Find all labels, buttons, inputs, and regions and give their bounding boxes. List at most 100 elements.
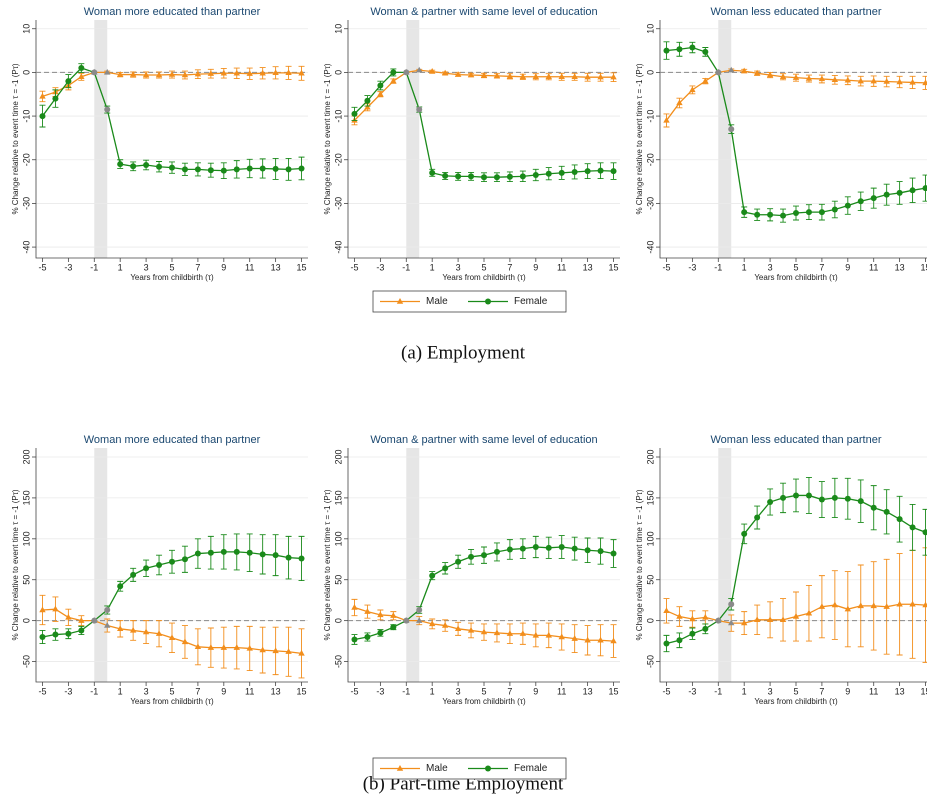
marker — [298, 69, 305, 76]
y-axis-label: % Change relative to event time τ = -1 (… — [635, 63, 644, 214]
marker — [39, 634, 46, 640]
marker — [715, 617, 722, 624]
marker — [194, 643, 202, 650]
x-tick-label: 1 — [742, 262, 747, 272]
marker — [428, 620, 436, 627]
y-tick-label: 150 — [21, 490, 31, 505]
marker — [740, 619, 748, 626]
shaded-span — [406, 20, 420, 258]
marker — [676, 637, 683, 644]
marker — [351, 636, 358, 643]
marker — [610, 168, 617, 175]
panel: Woman & partner with same level of educa… — [323, 434, 620, 706]
marker — [506, 546, 513, 553]
marker — [780, 212, 787, 219]
x-tick-label: 9 — [845, 686, 850, 696]
marker — [117, 161, 124, 168]
y-tick-label: 50 — [333, 575, 343, 585]
y-tick-label: -30 — [333, 197, 343, 210]
marker — [909, 78, 916, 85]
marker — [922, 601, 927, 608]
marker — [584, 636, 591, 643]
panel-title: Woman less educated than partner — [710, 6, 881, 18]
marker — [416, 66, 423, 73]
marker — [610, 73, 617, 80]
marker — [767, 499, 774, 505]
marker — [129, 626, 137, 633]
marker — [91, 617, 98, 624]
x-tick-label: 11 — [869, 262, 878, 272]
marker — [117, 583, 124, 590]
marker — [220, 167, 227, 174]
marker — [702, 625, 709, 632]
series-line — [354, 71, 614, 178]
marker — [65, 630, 72, 637]
marker — [676, 99, 683, 106]
legend-label: Male — [426, 296, 448, 307]
marker — [870, 195, 877, 202]
x-tick-label: 7 — [195, 262, 200, 272]
x-tick-label: 3 — [768, 262, 773, 272]
x-tick-label: 7 — [819, 686, 824, 696]
shaded-span — [94, 448, 108, 682]
marker — [467, 71, 475, 78]
marker — [246, 549, 253, 556]
marker — [455, 173, 462, 180]
marker — [909, 600, 916, 607]
x-tick-label: 11 — [557, 686, 566, 696]
marker — [285, 648, 292, 654]
x-tick-label: 13 — [583, 262, 593, 272]
marker — [155, 630, 163, 636]
marker — [441, 69, 449, 76]
x-tick-label: 5 — [169, 686, 174, 696]
marker — [207, 167, 214, 174]
x-tick-label: 13 — [583, 686, 593, 696]
marker — [403, 69, 410, 76]
marker — [689, 44, 696, 51]
marker — [181, 166, 188, 173]
marker — [831, 601, 839, 608]
marker — [532, 544, 539, 550]
caption: (a) Employment — [401, 342, 526, 363]
x-tick-label: 3 — [144, 686, 149, 696]
x-tick-label: 13 — [271, 686, 281, 696]
y-axis-label: % Change relative to event time τ = -1 (… — [323, 63, 332, 214]
marker — [442, 172, 449, 179]
y-tick-label: -10 — [333, 110, 343, 123]
marker — [805, 75, 813, 81]
marker — [663, 640, 670, 647]
marker — [545, 170, 552, 177]
marker — [91, 69, 98, 76]
marker — [766, 71, 774, 78]
marker — [532, 172, 539, 179]
marker — [285, 166, 292, 173]
x-tick-label: 13 — [895, 262, 905, 272]
y-tick-label: -20 — [21, 153, 31, 166]
x-tick-label: 15 — [297, 262, 307, 272]
marker — [896, 516, 903, 523]
marker — [194, 166, 201, 173]
legend-label: Female — [514, 763, 548, 774]
marker — [65, 78, 72, 85]
marker — [597, 548, 604, 555]
marker — [116, 71, 124, 77]
marker — [480, 628, 488, 635]
y-tick-label: 0 — [21, 70, 31, 75]
marker — [793, 492, 799, 499]
marker — [78, 627, 85, 634]
y-axis-label: % Change relative to event time τ = -1 (… — [635, 489, 644, 640]
marker — [129, 71, 137, 77]
marker — [896, 600, 903, 607]
marker — [493, 72, 501, 79]
marker — [429, 169, 436, 176]
marker — [259, 646, 266, 653]
x-tick-label: -1 — [714, 686, 722, 696]
marker — [468, 553, 475, 560]
marker — [481, 552, 487, 559]
marker — [663, 47, 670, 54]
marker — [584, 73, 591, 80]
marker — [246, 70, 253, 76]
shaded-span — [94, 20, 108, 258]
x-tick-label: 9 — [221, 686, 226, 696]
marker — [805, 209, 812, 216]
